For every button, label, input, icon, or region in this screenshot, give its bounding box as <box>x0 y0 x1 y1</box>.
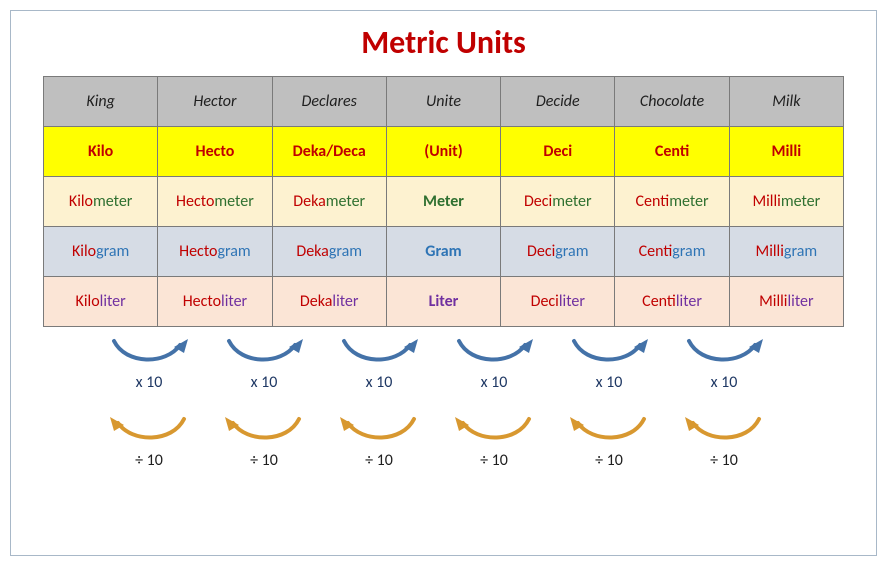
divide-arrow-5: ÷ 10 <box>681 413 767 470</box>
multiply-arrow-0: x 10 <box>106 335 192 392</box>
page-title: Metric Units <box>43 23 844 62</box>
cell-r4-c4: Deciliter <box>501 277 615 327</box>
cell-r1-c3: (Unit) <box>386 127 500 177</box>
divide-label-5: ÷ 10 <box>681 451 767 470</box>
divide-label-2: ÷ 10 <box>336 451 422 470</box>
cell-r1-c5: Centi <box>615 127 729 177</box>
cell-r3-c4: Decigram <box>501 227 615 277</box>
multiply-arrow-3: x 10 <box>451 335 537 392</box>
divide-label-4: ÷ 10 <box>566 451 652 470</box>
cell-r3-c3: Gram <box>386 227 500 277</box>
multiply-label-4: x 10 <box>566 373 652 392</box>
cell-r4-c3: Liter <box>386 277 500 327</box>
cell-r3-c5: Centigram <box>615 227 729 277</box>
cell-r4-c0: Kiloliter <box>44 277 158 327</box>
divide-arrow-3: ÷ 10 <box>451 413 537 470</box>
cell-r2-c2: Dekameter <box>272 177 386 227</box>
cell-r2-c4: Decimeter <box>501 177 615 227</box>
cell-r0-c3: Unite <box>386 77 500 127</box>
cell-r0-c5: Chocolate <box>615 77 729 127</box>
multiply-arrow-5: x 10 <box>681 335 767 392</box>
cell-r2-c3: Meter <box>386 177 500 227</box>
cell-r4-c6: Milliliter <box>729 277 843 327</box>
cell-r0-c4: Decide <box>501 77 615 127</box>
divide-label-0: ÷ 10 <box>106 451 192 470</box>
cell-r2-c0: Kilometer <box>44 177 158 227</box>
cell-r1-c1: Hecto <box>158 127 272 177</box>
cell-r0-c6: Milk <box>729 77 843 127</box>
divide-arrow-2: ÷ 10 <box>336 413 422 470</box>
conversion-arrows: x 10 ÷ 10 x 10 ÷ 10 x 10 ÷ 10 x 10 ÷ 10 x 10 ÷ 10… <box>43 335 844 480</box>
cell-r1-c6: Milli <box>729 127 843 177</box>
cell-r1-c4: Deci <box>501 127 615 177</box>
cell-r0-c0: King <box>44 77 158 127</box>
cell-r0-c1: Hector <box>158 77 272 127</box>
cell-r3-c0: Kilogram <box>44 227 158 277</box>
divide-arrow-0: ÷ 10 <box>106 413 192 470</box>
divide-label-1: ÷ 10 <box>221 451 307 470</box>
metric-table: KingHectorDeclaresUniteDecideChocolateMi… <box>43 76 844 327</box>
cell-r0-c2: Declares <box>272 77 386 127</box>
cell-r2-c1: Hectometer <box>158 177 272 227</box>
multiply-arrow-2: x 10 <box>336 335 422 392</box>
metric-units-card: Metric Units KingHectorDeclaresUniteDeci… <box>10 10 877 556</box>
multiply-label-2: x 10 <box>336 373 422 392</box>
multiply-label-5: x 10 <box>681 373 767 392</box>
divide-label-3: ÷ 10 <box>451 451 537 470</box>
cell-r4-c5: Centiliter <box>615 277 729 327</box>
cell-r3-c2: Dekagram <box>272 227 386 277</box>
multiply-label-3: x 10 <box>451 373 537 392</box>
multiply-arrow-1: x 10 <box>221 335 307 392</box>
cell-r1-c0: Kilo <box>44 127 158 177</box>
multiply-label-0: x 10 <box>106 373 192 392</box>
divide-arrow-1: ÷ 10 <box>221 413 307 470</box>
cell-r1-c2: Deka/Deca <box>272 127 386 177</box>
cell-r4-c1: Hectoliter <box>158 277 272 327</box>
cell-r3-c1: Hectogram <box>158 227 272 277</box>
cell-r3-c6: Milligram <box>729 227 843 277</box>
cell-r2-c5: Centimeter <box>615 177 729 227</box>
cell-r2-c6: Millimeter <box>729 177 843 227</box>
cell-r4-c2: Dekaliter <box>272 277 386 327</box>
multiply-label-1: x 10 <box>221 373 307 392</box>
multiply-arrow-4: x 10 <box>566 335 652 392</box>
divide-arrow-4: ÷ 10 <box>566 413 652 470</box>
